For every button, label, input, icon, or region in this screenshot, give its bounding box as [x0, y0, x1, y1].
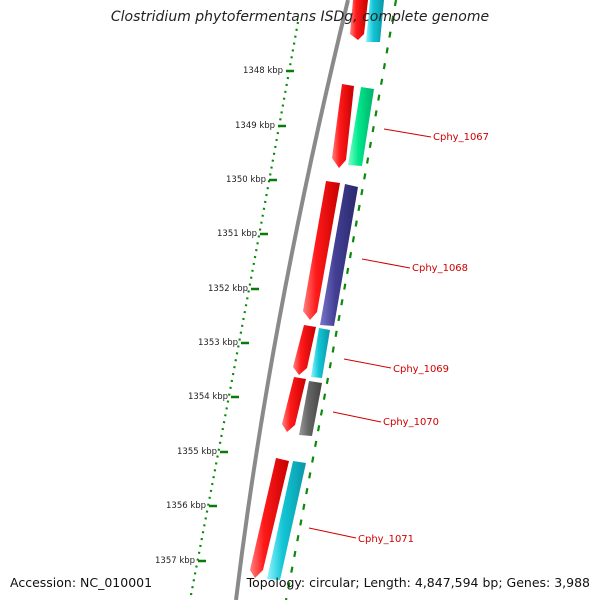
tick-label-1353: 1353 kbp	[198, 338, 238, 348]
cds-arrow	[350, 0, 368, 40]
gene-label-cphy-1067[interactable]: Cphy_1067	[433, 132, 489, 143]
map-title: Clostridium phytofermentans ISDg, comple…	[110, 9, 490, 25]
cds-track	[250, 0, 368, 578]
gene-labels: Cphy_1067 Cphy_1068 Cphy_1069 Cphy_1070 …	[358, 132, 489, 545]
gene-label-cphy-1071[interactable]: Cphy_1071	[358, 534, 414, 545]
cog-block-cyan	[311, 328, 330, 378]
cog-block-cyan	[366, 0, 384, 42]
cog-block-purple	[320, 184, 358, 326]
tick-label-1354: 1354 kbp	[188, 392, 228, 402]
scale-ring	[188, 21, 300, 600]
genome-backbone	[234, 0, 350, 600]
cog-block-cyan	[267, 461, 306, 580]
accession-label: Accession: NC_010001	[10, 575, 153, 590]
cog-track	[267, 0, 384, 580]
gene-label-cphy-1068[interactable]: Cphy_1068	[412, 263, 468, 274]
tick-label-1352: 1352 kbp	[208, 284, 248, 294]
cds-arrow	[250, 458, 289, 578]
topology-summary: Topology: circular; Length: 4,847,594 bp…	[246, 575, 590, 590]
tick-label-1355: 1355 kbp	[177, 447, 217, 457]
scale-tick-labels: 1348 kbp 1349 kbp 1350 kbp 1351 kbp 1352…	[155, 66, 283, 566]
tick-label-1356: 1356 kbp	[166, 501, 206, 511]
scale-ticks	[198, 69, 294, 563]
gene-label-cphy-1069[interactable]: Cphy_1069	[393, 364, 449, 375]
cds-arrow	[332, 84, 354, 168]
tick-label-1348: 1348 kbp	[243, 66, 283, 76]
tick-label-1357: 1357 kbp	[155, 556, 195, 566]
cds-arrow	[282, 377, 306, 432]
tick-label-1351: 1351 kbp	[217, 229, 257, 239]
cds-arrow	[303, 181, 340, 320]
gene-label-cphy-1070[interactable]: Cphy_1070	[383, 417, 439, 428]
label-leaders	[308, 128, 432, 539]
feature-track-outer	[284, 0, 398, 600]
cds-arrow	[293, 325, 316, 375]
cog-block-gray	[299, 381, 322, 436]
tick-label-1350: 1350 kbp	[226, 175, 266, 185]
tick-label-1349: 1349 kbp	[235, 121, 275, 131]
cog-block-teal	[348, 87, 374, 166]
